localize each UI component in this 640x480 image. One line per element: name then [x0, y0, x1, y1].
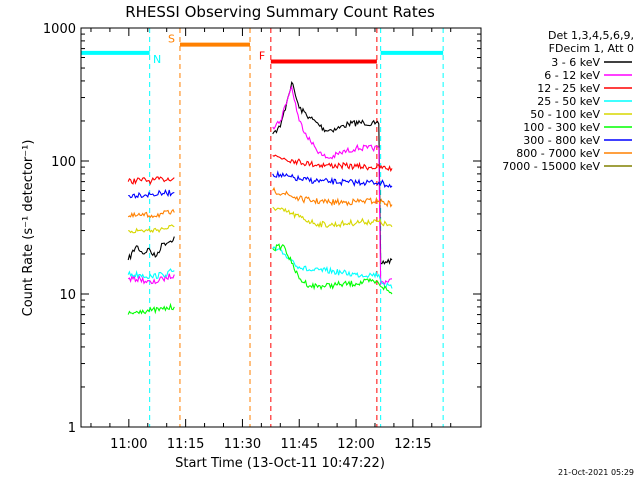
night-label: N — [153, 53, 161, 66]
series-line-7 — [127, 208, 175, 219]
y-axis: 1 10 100 1000 — [43, 22, 481, 436]
series-layer — [127, 81, 393, 315]
series-line-2 — [272, 154, 393, 173]
series-line-2 — [127, 176, 175, 186]
legend-label: 800 - 7000 keV — [516, 147, 600, 160]
legend-header-line-1: Det 1,3,4,5,6,9, — [548, 29, 634, 42]
x-axis-label: Start Time (13-Oct-11 10:47:22) — [175, 456, 385, 471]
series-line-4 — [127, 224, 175, 234]
x-tick-label: 12:15 — [394, 437, 431, 452]
series-line-1 — [272, 85, 393, 287]
x-tick-label: 11:00 — [110, 437, 147, 452]
legend-label: 7000 - 15000 keV — [502, 160, 600, 173]
series-line-3 — [272, 246, 393, 289]
x-tick-label: 11:15 — [167, 437, 204, 452]
legend: Det 1,3,4,5,6,9, FDecim 1, Att 0 3 - 6 k… — [502, 29, 634, 173]
saa-label: S — [168, 33, 175, 46]
series-line-6 — [272, 170, 393, 189]
series-line-4 — [272, 206, 393, 229]
y-tick-label: 1 — [68, 421, 76, 436]
x-axis: 11:00 11:15 11:30 11:45 12:00 12:15 — [90, 28, 452, 452]
series-line-0 — [127, 236, 175, 261]
y-tick-label: 10 — [59, 288, 76, 303]
observing-status-bars: NS F — [81, 33, 444, 66]
series-line-0 — [272, 81, 393, 265]
series-line-3 — [127, 268, 175, 280]
x-tick-label: 12:00 — [337, 437, 374, 452]
legend-label: 25 - 50 keV — [537, 95, 600, 108]
series-line-5 — [272, 243, 393, 295]
x-tick-label: 11:45 — [281, 437, 318, 452]
chart-title: RHESSI Observing Summary Count Rates — [125, 3, 435, 21]
legend-label: 50 - 100 keV — [530, 108, 600, 121]
legend-label: 300 - 800 keV — [523, 134, 600, 147]
legend-label: 12 - 25 keV — [537, 82, 600, 95]
series-line-5 — [127, 302, 175, 315]
y-tick-label: 100 — [51, 155, 76, 170]
series-line-7 — [272, 186, 393, 208]
series-line-1 — [127, 273, 175, 285]
flare-label: F — [259, 49, 265, 62]
y-tick-label: 1000 — [43, 22, 76, 37]
legend-label: 6 - 12 keV — [544, 69, 600, 82]
y-axis-label: Count Rate (s⁻¹ detector⁻¹) — [21, 140, 36, 317]
generated-timestamp: 21-Oct-2021 05:29 — [558, 468, 634, 477]
legend-label: 100 - 300 keV — [523, 121, 600, 134]
x-tick-label: 11:30 — [224, 437, 261, 452]
plot-frame — [80, 27, 482, 428]
legend-label: 3 - 6 keV — [551, 56, 600, 69]
legend-header-line-2: FDecim 1, Att 0 — [549, 42, 634, 55]
series-line-6 — [128, 188, 175, 199]
